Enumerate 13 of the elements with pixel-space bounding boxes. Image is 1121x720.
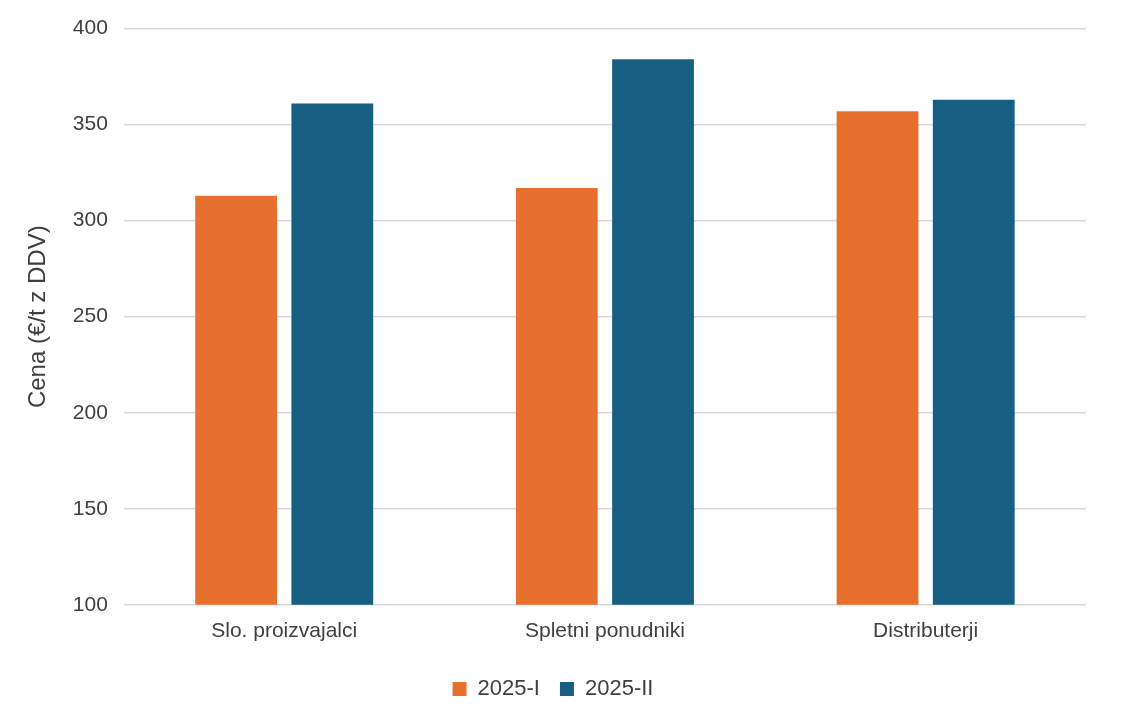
y-axis-title: Cena (€/t z DDV): [23, 225, 51, 409]
x-tick-label: Spletni ponudniki: [524, 618, 685, 642]
legend-label: 2025-I: [477, 675, 540, 701]
y-tick-label: 350: [72, 111, 108, 135]
y-tick-label: 400: [72, 15, 108, 39]
y-tick-label: 150: [72, 495, 108, 519]
x-tick-label: Distributerji: [873, 618, 979, 642]
legend-label: 2025-II: [584, 675, 654, 701]
y-tick-label: 200: [72, 399, 108, 423]
y-tick-label: 300: [72, 207, 108, 231]
y-tick-label: 100: [72, 591, 108, 615]
x-tick-label: Slo. proizvajalci: [211, 618, 358, 642]
y-tick-label: 250: [72, 303, 108, 327]
